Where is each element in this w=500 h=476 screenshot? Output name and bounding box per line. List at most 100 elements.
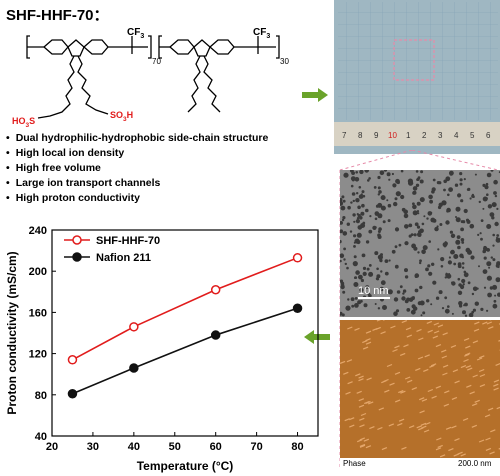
afm-texture-streak bbox=[363, 438, 370, 442]
tem-texture-dot bbox=[358, 274, 363, 280]
tem-texture-dot bbox=[340, 259, 342, 263]
tem-texture-dot bbox=[414, 222, 419, 227]
afm-texture-streak bbox=[365, 338, 371, 342]
tem-texture-dot bbox=[365, 208, 369, 213]
afm-texture-streak bbox=[365, 400, 371, 404]
afm-texture-streak bbox=[419, 410, 425, 414]
tem-texture-dot bbox=[388, 178, 391, 181]
x-tick-label: 20 bbox=[46, 441, 58, 453]
afm-texture-streak bbox=[443, 403, 450, 407]
tem-texture-dot bbox=[448, 187, 453, 192]
tem-texture-dot bbox=[486, 309, 489, 312]
afm-texture-streak bbox=[405, 327, 412, 331]
tem-texture-dot bbox=[400, 170, 404, 173]
afm-texture-streak bbox=[442, 372, 448, 376]
tem-texture-dot bbox=[419, 197, 425, 203]
afm-texture-streak bbox=[436, 437, 442, 441]
tem-texture-dot bbox=[380, 280, 386, 286]
tem-texture-dot bbox=[419, 228, 424, 234]
y-tick-label: 200 bbox=[29, 266, 47, 278]
afm-texture-streak bbox=[359, 417, 365, 421]
tem-texture-dot bbox=[410, 309, 416, 315]
tem-texture-dot bbox=[453, 254, 459, 259]
tem-texture-dot bbox=[377, 175, 381, 180]
tem-texture-dot bbox=[470, 255, 475, 260]
afm-texture-streak bbox=[448, 448, 454, 452]
tem-texture-dot bbox=[441, 307, 445, 310]
plot-frame bbox=[51, 229, 319, 437]
tem-texture-dot bbox=[352, 213, 356, 217]
afm-texture-streak bbox=[435, 344, 442, 348]
afm-texture-streak bbox=[478, 368, 485, 373]
tem-texture-dot bbox=[467, 281, 471, 285]
tem-texture-dot bbox=[379, 286, 384, 292]
y-tick-label: 240 bbox=[29, 225, 47, 237]
afm-texture-streak bbox=[451, 396, 458, 400]
afm-texture-streak bbox=[462, 417, 469, 421]
afm-texture-streak bbox=[454, 380, 460, 384]
tem-texture-dot bbox=[457, 277, 461, 281]
tem-texture-dot bbox=[416, 225, 421, 229]
afm-texture-streak bbox=[466, 367, 473, 371]
data-point bbox=[67, 389, 78, 399]
tem-texture-dot bbox=[351, 304, 355, 308]
tem-texture-dot bbox=[366, 267, 370, 271]
tem-texture-dot bbox=[456, 235, 461, 239]
tem-texture-dot bbox=[414, 288, 419, 293]
tem-texture-dot bbox=[455, 206, 461, 212]
tem-texture-dot bbox=[474, 173, 477, 176]
afm-texture-streak bbox=[392, 348, 398, 353]
tem-texture-dot bbox=[429, 199, 433, 204]
tem-texture-dot bbox=[431, 262, 435, 266]
tem-texture-dot bbox=[382, 220, 386, 224]
afm-texture-streak bbox=[437, 324, 444, 328]
afm-texture-streak bbox=[450, 344, 457, 348]
tem-texture-dot bbox=[340, 205, 346, 211]
tem-texture-dot bbox=[353, 234, 357, 238]
figure-title: SHF-HHF-70： bbox=[6, 7, 109, 24]
afm-texture-streak bbox=[399, 352, 406, 356]
tem-texture-dot bbox=[471, 292, 475, 296]
tem-texture-dot bbox=[463, 304, 466, 307]
afm-texture-streak bbox=[474, 399, 480, 403]
tem-texture-dot bbox=[492, 233, 495, 237]
tem-texture-dot bbox=[361, 190, 365, 194]
tem-texture-dot bbox=[494, 221, 499, 227]
tem-texture-dot bbox=[369, 215, 372, 218]
tem-texture-dot bbox=[497, 292, 500, 297]
tem-texture-dot bbox=[399, 285, 403, 289]
right-arrow-icon bbox=[302, 88, 328, 102]
afm-texture-streak bbox=[425, 421, 431, 426]
tem-texture-dot bbox=[342, 216, 346, 220]
tem-texture-dot bbox=[408, 234, 412, 238]
afm-texture-streak bbox=[486, 321, 493, 325]
tem-texture-dot bbox=[492, 258, 496, 262]
tem-texture-dot bbox=[461, 262, 465, 265]
tem-texture-dot bbox=[460, 199, 464, 203]
tem-texture-dot bbox=[362, 271, 367, 276]
tem-texture-dot bbox=[460, 220, 464, 224]
afm-texture-streak bbox=[343, 371, 349, 375]
tem-texture-dot bbox=[394, 197, 398, 201]
afm-texture-streak bbox=[406, 379, 413, 383]
afm-texture-streak bbox=[464, 352, 471, 356]
tem-texture-dot bbox=[354, 303, 359, 308]
tem-texture-dot bbox=[490, 170, 494, 172]
afm-texture-streak bbox=[445, 426, 452, 430]
tem-texture-dot bbox=[428, 194, 433, 200]
afm-texture-streak bbox=[398, 418, 405, 422]
tem-texture-dot bbox=[426, 217, 429, 220]
afm-texture-streak bbox=[418, 337, 424, 341]
tem-texture-dot bbox=[367, 179, 370, 182]
afm-scale-label: 200.0 nm bbox=[458, 459, 492, 468]
afm-texture-streak bbox=[423, 429, 430, 433]
tem-texture-dot bbox=[425, 267, 429, 272]
tem-texture-dot bbox=[365, 240, 370, 244]
afm-texture-streak bbox=[426, 320, 433, 324]
tem-texture-dot bbox=[376, 274, 381, 279]
tem-texture-dot bbox=[347, 298, 350, 301]
tem-texture-dot bbox=[484, 185, 489, 190]
afm-texture-streak bbox=[433, 330, 440, 334]
conductivity-chart: 20 30 40 50 60 70 80 40 80 120 160 200 240 Temperatur… bbox=[5, 225, 319, 473]
tem-texture-dot bbox=[460, 238, 465, 242]
